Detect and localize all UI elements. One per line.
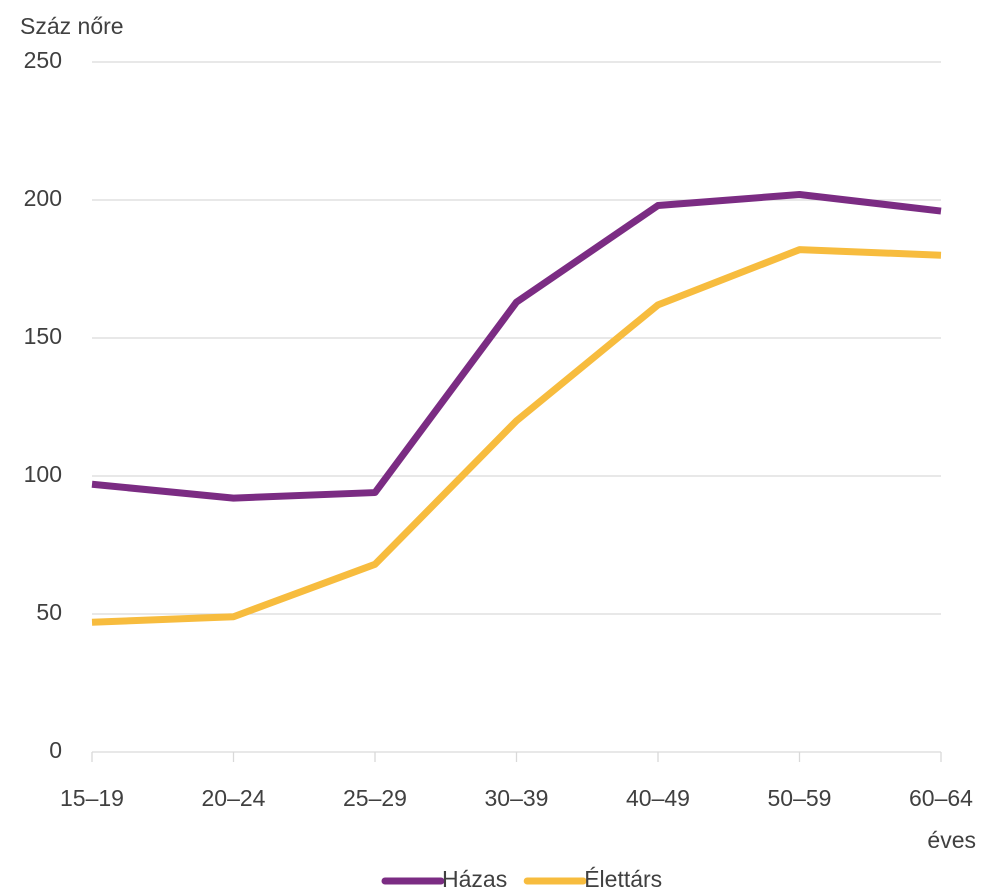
y-tick-label: 150 [24,323,62,349]
y-tick-label: 250 [24,47,62,73]
x-tick-label: 20–24 [202,785,266,811]
series-line [91,190,942,502]
y-tick-label: 100 [24,461,62,487]
x-tick-label: 60–64 [909,785,973,811]
series-line [91,246,942,626]
y-tick-label: 50 [36,599,62,625]
y-tick-label: 0 [49,737,62,763]
y-tick-label: 200 [24,185,62,211]
x-tick-label: 15–19 [60,785,124,811]
x-tick-label: 30–39 [485,785,549,811]
x-tick-label: 40–49 [626,785,690,811]
x-tick-label: 25–29 [343,785,407,811]
legend-label: Házas [442,866,507,892]
x-tick-label: 50–59 [768,785,832,811]
legend-label: Élettárs [584,866,662,892]
x-axis-label: éves [927,827,976,853]
y-axis-label: Száz nőre [20,13,124,39]
